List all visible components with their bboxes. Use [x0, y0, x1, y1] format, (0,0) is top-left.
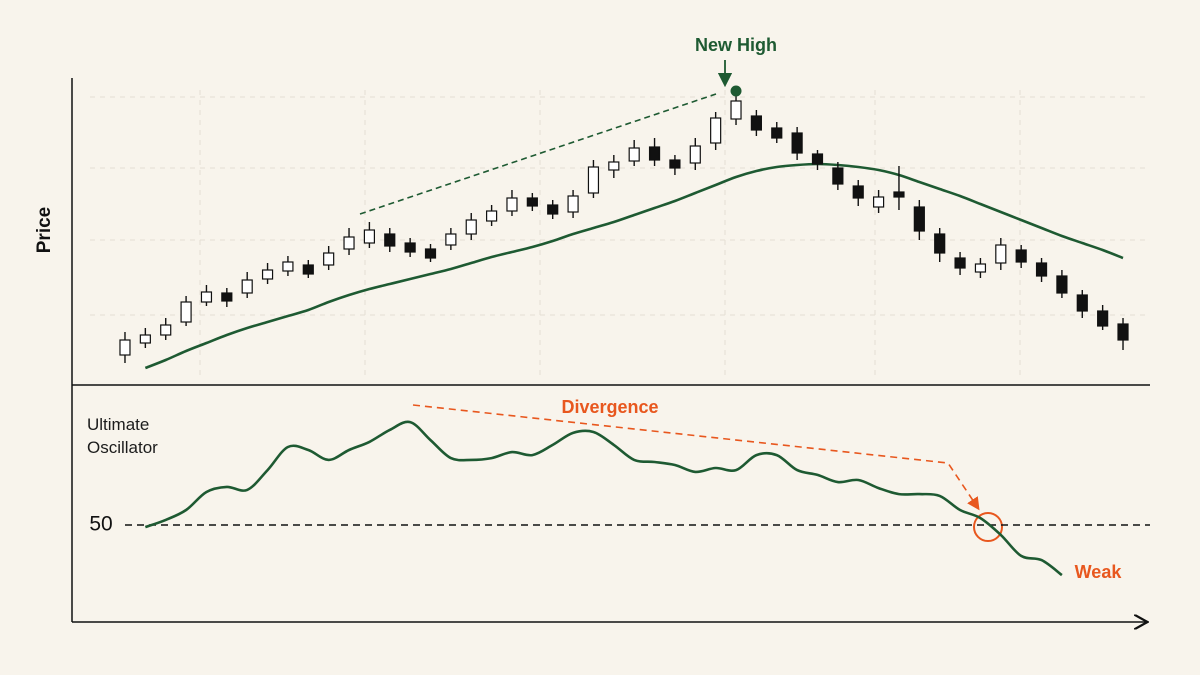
candle-body: [771, 127, 783, 139]
candle-body: [363, 229, 375, 244]
candle-body: [974, 263, 987, 273]
candle-body: [1097, 310, 1109, 327]
candle-body: [710, 117, 722, 144]
candle-body: [404, 242, 416, 253]
candle-body: [587, 166, 600, 194]
candle-body: [424, 248, 437, 259]
candle-body: [954, 257, 966, 269]
candle-body: [1076, 294, 1088, 312]
candle-body: [567, 195, 579, 213]
highlight-circle: [973, 512, 1003, 542]
candle-body: [750, 115, 762, 131]
candle-body: [139, 334, 151, 344]
candle-body: [608, 161, 620, 171]
candle-body: [119, 339, 131, 356]
annotation: New High: [695, 35, 777, 55]
candle-body: [893, 191, 905, 198]
candle-body: [261, 269, 274, 280]
candle-body: [934, 233, 946, 254]
candle-body: [221, 292, 233, 302]
candle-body: [302, 264, 314, 275]
candle-body: [791, 132, 803, 154]
candle-body: [506, 197, 518, 212]
candle-body: [913, 206, 925, 232]
new-high-dot: [730, 85, 742, 97]
candle-body: [811, 153, 824, 165]
candle-body: [872, 196, 885, 208]
divergence-line: [412, 404, 980, 511]
candle-body: [852, 185, 864, 199]
candle-body: [200, 291, 213, 303]
candle-body: [995, 244, 1007, 264]
candle-body: [648, 146, 661, 161]
candle-body: [1015, 249, 1027, 263]
background-grid: [90, 90, 1150, 380]
candle-body: [1117, 323, 1129, 341]
annotation: Divergence: [561, 397, 658, 417]
candle-body: [526, 197, 538, 207]
annotation: Weak: [1075, 562, 1123, 582]
line: [144, 420, 1063, 577]
oscillator-label: Ultimate Oscillator: [87, 415, 158, 457]
candle-body: [730, 100, 742, 120]
candle-body: [160, 324, 172, 336]
candle-body: [1035, 262, 1048, 277]
candle-body: [180, 301, 192, 323]
candle-body: [832, 167, 844, 185]
candle-body: [323, 252, 335, 266]
candle-body: [465, 219, 477, 235]
candle-body: [689, 145, 701, 164]
candle-body: [384, 233, 396, 247]
candle-body: [669, 159, 681, 169]
y-axis-label: Price: [34, 207, 55, 253]
candle-body: [486, 210, 498, 222]
candle-body: [241, 279, 253, 294]
candle-body: [343, 236, 355, 250]
line: [144, 162, 1124, 370]
y-tick-label: 50: [89, 513, 112, 536]
candle-body: [1056, 275, 1068, 294]
candle-body: [547, 204, 559, 215]
candle-body: [628, 147, 640, 162]
trend-line: [359, 93, 717, 215]
candle-body: [282, 261, 294, 272]
candle-body: [445, 233, 457, 246]
